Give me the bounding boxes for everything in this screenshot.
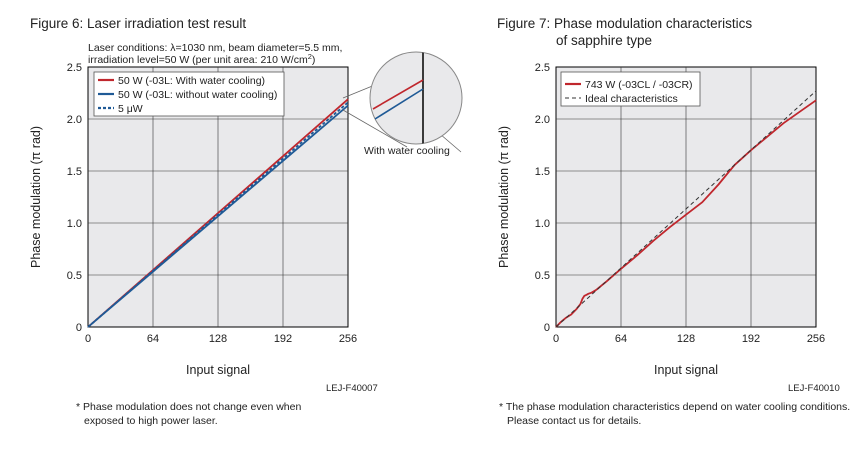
figure6-x-tick-label: 192 — [274, 333, 292, 345]
figure6-y-axis-label: Phase modulation (π rad) — [29, 126, 43, 268]
figure6-x-tick-label: 64 — [147, 333, 159, 345]
figure7-y-ticks: 0 0.5 1.0 1.5 2.0 2.5 — [535, 62, 550, 334]
figure7-x-tick-label: 256 — [807, 333, 825, 345]
figure6-note-line1: * Phase modulation does not change even … — [76, 401, 301, 413]
figure7-y-tick-label: 2.5 — [535, 62, 550, 74]
figure6-inset-callout-line — [439, 133, 462, 153]
figure6-inset-circle — [369, 51, 463, 145]
figure6-legend: 50 W (-03L: With water cooling) 50 W (-0… — [93, 71, 285, 117]
figure7-y-tick-label: 0.5 — [535, 270, 550, 282]
figure6-x-axis-label: Input signal — [186, 363, 250, 377]
figure6-inset-line-with-cooling — [372, 79, 424, 110]
figure6-legend-label-1: 50 W (-03L: With water cooling) — [118, 75, 265, 87]
figure6-y-tick-label: 2.0 — [67, 114, 82, 126]
figure7-x-tick-label: 0 — [553, 333, 559, 345]
figure6-title: Figure 6: Laser irradiation test result — [30, 16, 246, 31]
figure7-note-line2: Please contact us for details. — [507, 415, 641, 427]
figure7-title-line1: Figure 7: Phase modulation characteristi… — [497, 16, 752, 31]
figure6-inset: With water cooling — [342, 51, 463, 157]
figure7-y-tick-label: 2.0 — [535, 114, 550, 126]
figure6-series-line-3 — [87, 101, 349, 328]
figure6-legend-label-2: 50 W (-03L: without water cooling) — [118, 89, 277, 101]
figure7-x-tick-label: 128 — [677, 333, 695, 345]
figure6-conditions-line2: irradiation level=50 W (per unit area: 2… — [88, 52, 315, 66]
figure7-x-tick-label: 192 — [742, 333, 760, 345]
figure7-grid — [556, 67, 816, 327]
figure7-x-ticks: 0 64 128 192 256 — [553, 333, 825, 345]
figure6-x-tick-label: 128 — [209, 333, 227, 345]
figure6-note-line2: exposed to high power laser. — [84, 415, 218, 427]
figure6-legend-box — [93, 71, 285, 117]
figure6-x-ticks: 0 64 128 192 256 — [85, 333, 357, 345]
figure7-x-axis-label: Input signal — [654, 363, 718, 377]
figure7-y-tick-label: 1.0 — [535, 218, 550, 230]
figure7-y-axis-label: Phase modulation (π rad) — [497, 126, 511, 268]
figure7-title-line2: of sapphire type — [556, 33, 652, 48]
figure7-legend: 743 W (-03CL / -03CR) Ideal characterist… — [560, 71, 701, 107]
figure6-y-ticks: 0 0.5 1.0 1.5 2.0 2.5 — [67, 62, 82, 334]
figure7-plot: 0 64 128 192 256 0 0.5 1.0 1.5 2.0 2.5 743 W (-03… — [535, 62, 825, 345]
figure6-y-tick-label: 1.0 — [67, 218, 82, 230]
figure6-y-tick-label: 0 — [76, 322, 82, 334]
figure7-x-tick-label: 64 — [615, 333, 627, 345]
figure6-series — [87, 98, 349, 328]
figure6-x-tick-label: 256 — [339, 333, 357, 345]
figure7-code: LEJ-F40010 — [788, 383, 840, 394]
figure6-x-tick-label: 0 — [85, 333, 91, 345]
figure6-y-tick-label: 0.5 — [67, 270, 82, 282]
figure6-inset-label: With water cooling — [364, 145, 450, 157]
figure7-series — [555, 90, 817, 328]
figure6-legend-label-3: 5 μW — [118, 103, 143, 115]
figure6-code: LEJ-F40007 — [326, 383, 378, 394]
figure6-inset-line-without-cooling — [374, 88, 424, 120]
figure7-y-tick-label: 0 — [544, 322, 550, 334]
figure7-legend-box — [560, 71, 701, 107]
figure7-legend-label-2: Ideal characteristics — [585, 93, 678, 105]
figure6-inset-connector-lower — [342, 109, 408, 148]
figure6-conditions-line1: Laser conditions: λ=1030 nm, beam diamet… — [88, 42, 342, 54]
figure6-y-tick-label: 1.5 — [67, 166, 82, 178]
figure7-series-line-2 — [555, 90, 817, 328]
figure6-plot: 0 64 128 192 256 0 0.5 1.0 1.5 2.0 2.5 50 W (-03L… — [67, 62, 357, 345]
figure7-y-tick-label: 1.5 — [535, 166, 550, 178]
figure7-legend-label-1: 743 W (-03CL / -03CR) — [585, 79, 693, 91]
figure6-y-tick-label: 2.5 — [67, 62, 82, 74]
figure7-note-line1: * The phase modulation characteristics d… — [499, 401, 850, 413]
